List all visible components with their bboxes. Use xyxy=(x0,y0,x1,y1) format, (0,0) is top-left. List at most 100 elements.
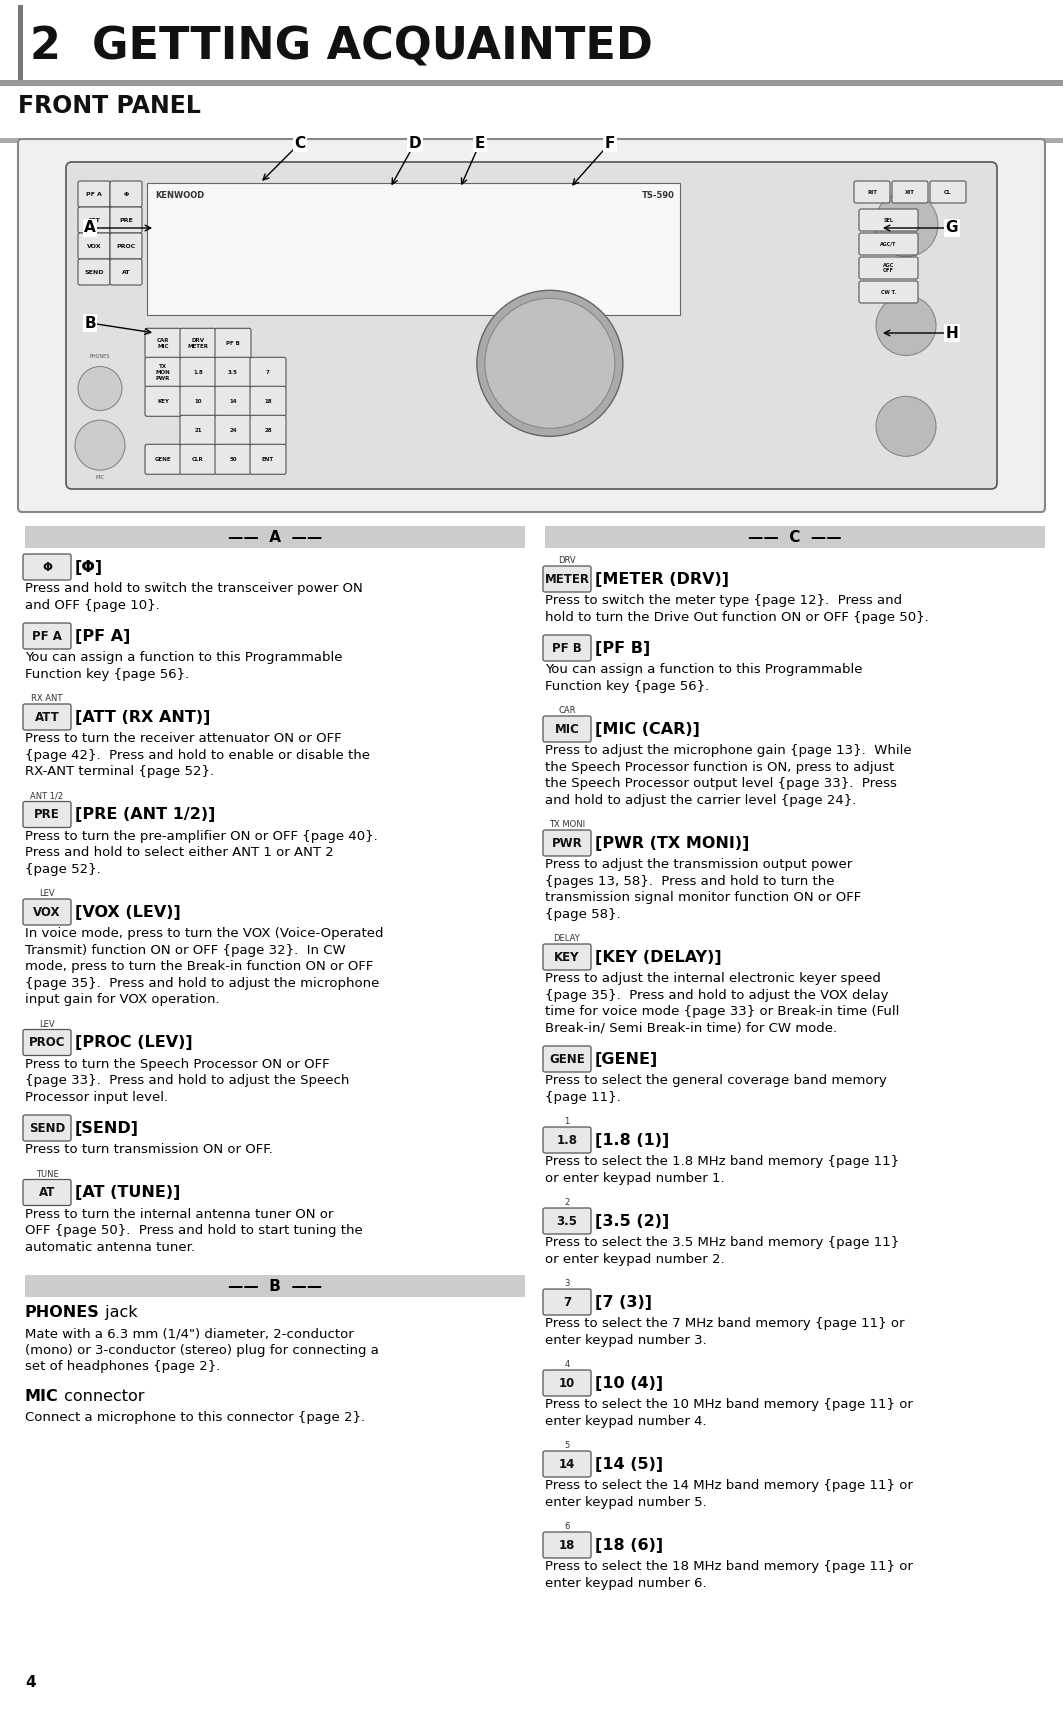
Text: 14: 14 xyxy=(559,1457,575,1471)
Text: automatic antenna tuner.: automatic antenna tuner. xyxy=(26,1240,195,1253)
Text: [7 (3)]: [7 (3)] xyxy=(595,1294,652,1310)
FancyBboxPatch shape xyxy=(543,1207,591,1235)
FancyBboxPatch shape xyxy=(23,1180,71,1206)
Text: SEND: SEND xyxy=(84,270,104,275)
FancyBboxPatch shape xyxy=(859,209,918,231)
Text: and hold to adjust the carrier level {page 24}.: and hold to adjust the carrier level {pa… xyxy=(545,793,857,807)
Text: You can assign a function to this Programmable: You can assign a function to this Progra… xyxy=(545,663,862,675)
Text: Press to select the 7 MHz band memory {page 11} or: Press to select the 7 MHz band memory {p… xyxy=(545,1317,905,1330)
Text: A: A xyxy=(84,221,96,236)
FancyBboxPatch shape xyxy=(78,181,109,207)
Text: 21: 21 xyxy=(195,428,202,433)
FancyBboxPatch shape xyxy=(180,445,216,474)
Text: LEV: LEV xyxy=(39,889,55,898)
Text: DRV
METER: DRV METER xyxy=(187,339,208,349)
Text: [GENE]: [GENE] xyxy=(595,1052,658,1067)
FancyBboxPatch shape xyxy=(543,634,591,662)
Text: ——  C  ——: —— C —— xyxy=(748,530,842,544)
Text: [18 (6)]: [18 (6)] xyxy=(595,1537,663,1553)
Text: enter keypad number 4.: enter keypad number 4. xyxy=(545,1414,707,1428)
Text: 3: 3 xyxy=(564,1279,570,1288)
Text: 7: 7 xyxy=(563,1296,571,1308)
Circle shape xyxy=(75,421,125,470)
Text: Φ: Φ xyxy=(43,561,52,573)
FancyBboxPatch shape xyxy=(859,280,918,303)
Text: ENT: ENT xyxy=(261,457,274,462)
FancyBboxPatch shape xyxy=(543,1127,591,1153)
Text: F: F xyxy=(605,135,615,150)
Text: TS-590: TS-590 xyxy=(642,192,675,200)
Text: AGC
OFF: AGC OFF xyxy=(883,263,894,274)
Text: DRV: DRV xyxy=(558,556,576,564)
FancyBboxPatch shape xyxy=(930,181,966,203)
Text: Function key {page 56}.: Function key {page 56}. xyxy=(26,667,189,681)
FancyBboxPatch shape xyxy=(23,622,71,650)
FancyBboxPatch shape xyxy=(109,181,142,207)
Text: D: D xyxy=(408,135,421,150)
Text: Press to select the general coverage band memory: Press to select the general coverage ban… xyxy=(545,1074,887,1088)
Text: RX ANT: RX ANT xyxy=(31,694,63,703)
Text: {page 33}.  Press and hold to adjust the Speech: {page 33}. Press and hold to adjust the … xyxy=(26,1074,350,1088)
FancyBboxPatch shape xyxy=(892,181,928,203)
Text: PRE: PRE xyxy=(34,809,60,821)
Text: Press to select the 1.8 MHz band memory {page 11}: Press to select the 1.8 MHz band memory … xyxy=(545,1154,899,1168)
Text: PHONES: PHONES xyxy=(89,354,111,359)
Text: Press to adjust the internal electronic keyer speed: Press to adjust the internal electronic … xyxy=(545,971,881,985)
Text: PF A: PF A xyxy=(32,629,62,643)
Text: 24: 24 xyxy=(230,428,237,433)
FancyBboxPatch shape xyxy=(23,1115,71,1141)
Text: 7: 7 xyxy=(266,369,270,374)
Text: 18: 18 xyxy=(559,1539,575,1551)
Text: METER: METER xyxy=(544,573,590,585)
Text: MIC: MIC xyxy=(96,475,104,481)
Text: You can assign a function to this Programmable: You can assign a function to this Progra… xyxy=(26,652,342,663)
Text: [14 (5)]: [14 (5)] xyxy=(595,1457,663,1472)
FancyBboxPatch shape xyxy=(66,162,997,489)
Text: Press to select the 18 MHz band memory {page 11} or: Press to select the 18 MHz band memory {… xyxy=(545,1560,913,1573)
Text: 10: 10 xyxy=(195,398,202,404)
Text: {page 35}.  Press and hold to adjust the microphone: {page 35}. Press and hold to adjust the … xyxy=(26,976,379,990)
Text: {pages 13, 58}.  Press and hold to turn the: {pages 13, 58}. Press and hold to turn t… xyxy=(545,874,834,887)
FancyBboxPatch shape xyxy=(859,256,918,279)
Text: PROC: PROC xyxy=(116,243,136,248)
Text: Mate with a 6.3 mm (1/4") diameter, 2-conductor: Mate with a 6.3 mm (1/4") diameter, 2-co… xyxy=(26,1327,354,1341)
Text: ATT: ATT xyxy=(35,710,60,723)
Text: Function key {page 56}.: Function key {page 56}. xyxy=(545,679,709,693)
Text: Press and hold to select either ANT 1 or ANT 2: Press and hold to select either ANT 1 or… xyxy=(26,846,334,858)
Text: {page 35}.  Press and hold to adjust the VOX delay: {page 35}. Press and hold to adjust the … xyxy=(545,988,889,1002)
Text: MIC: MIC xyxy=(555,723,579,735)
Text: mode, press to turn the Break-in function ON or OFF: mode, press to turn the Break-in functio… xyxy=(26,959,373,973)
Text: {page 11}.: {page 11}. xyxy=(545,1091,621,1103)
Text: [3.5 (2)]: [3.5 (2)] xyxy=(595,1214,670,1228)
Text: DELAY: DELAY xyxy=(554,934,580,942)
FancyBboxPatch shape xyxy=(250,357,286,386)
Text: 50: 50 xyxy=(230,457,237,462)
FancyBboxPatch shape xyxy=(78,258,109,286)
Text: Press to turn transmission ON or OFF.: Press to turn transmission ON or OFF. xyxy=(26,1142,273,1156)
Text: Press to select the 3.5 MHz band memory {page 11}: Press to select the 3.5 MHz band memory … xyxy=(545,1236,899,1248)
Text: Press to select the 14 MHz band memory {page 11} or: Press to select the 14 MHz band memory {… xyxy=(545,1479,913,1493)
Text: KEY: KEY xyxy=(157,398,169,404)
Text: 6: 6 xyxy=(564,1522,570,1530)
Circle shape xyxy=(78,366,122,410)
FancyBboxPatch shape xyxy=(543,1370,591,1395)
Text: PF A: PF A xyxy=(86,192,102,197)
Bar xyxy=(26,1276,525,1296)
FancyBboxPatch shape xyxy=(215,386,251,416)
Text: 1.8: 1.8 xyxy=(557,1134,577,1146)
FancyBboxPatch shape xyxy=(23,802,71,828)
Text: (mono) or 3-conductor (stereo) plug for connecting a: (mono) or 3-conductor (stereo) plug for … xyxy=(26,1344,378,1356)
FancyBboxPatch shape xyxy=(250,386,286,416)
FancyBboxPatch shape xyxy=(180,386,216,416)
Text: GENE: GENE xyxy=(550,1052,585,1065)
Text: {page 52}.: {page 52}. xyxy=(26,862,101,876)
Text: CW T.: CW T. xyxy=(881,289,896,294)
Text: 4: 4 xyxy=(564,1359,570,1370)
FancyBboxPatch shape xyxy=(215,357,251,386)
FancyBboxPatch shape xyxy=(180,328,216,359)
Text: 2: 2 xyxy=(564,1199,570,1207)
Text: [PROC (LEV)]: [PROC (LEV)] xyxy=(75,1035,192,1050)
Text: [Φ]: [Φ] xyxy=(75,559,103,575)
Text: SEL: SEL xyxy=(883,217,894,222)
Text: enter keypad number 5.: enter keypad number 5. xyxy=(545,1496,707,1508)
